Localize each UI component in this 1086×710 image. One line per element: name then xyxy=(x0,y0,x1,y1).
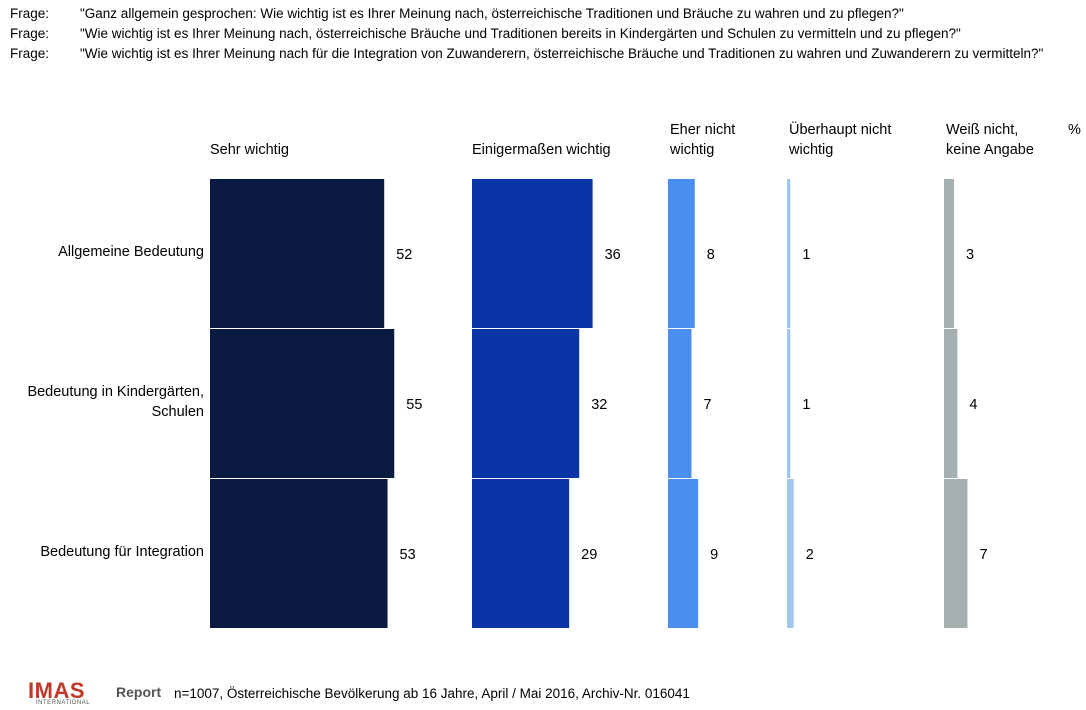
bar xyxy=(210,329,395,478)
question-prefix: Frage: xyxy=(10,26,50,41)
column-header: Eher nicht wichtig xyxy=(670,122,736,158)
bar xyxy=(668,179,695,328)
value-label: 29 xyxy=(581,547,597,563)
bar xyxy=(787,329,791,478)
question-text: "Wie wichtig ist es Ihrer Meinung nach, … xyxy=(80,26,961,41)
bar xyxy=(944,329,958,478)
value-label: 9 xyxy=(710,547,718,563)
question-prefix: Frage: xyxy=(10,6,50,21)
value-label: 53 xyxy=(400,547,416,563)
value-label: 36 xyxy=(605,247,621,263)
row-label: Allgemeine Bedeutung xyxy=(58,244,204,260)
value-label: 32 xyxy=(591,397,607,413)
bar xyxy=(472,479,570,628)
value-label: 7 xyxy=(703,397,711,413)
question-text: "Wie wichtig ist es Ihrer Meinung nach f… xyxy=(80,46,1044,61)
question-text: "Ganz allgemein gesprochen: Wie wichtig … xyxy=(80,6,904,21)
value-label: 55 xyxy=(406,397,422,413)
column-header: Überhaupt nicht wichtig xyxy=(789,122,892,158)
column-header: Weiß nicht, keine Angabe xyxy=(946,122,1034,158)
bar xyxy=(668,479,699,628)
bar xyxy=(210,179,385,328)
bar xyxy=(210,479,388,628)
bar xyxy=(668,329,692,478)
bar xyxy=(787,479,794,628)
value-label: 8 xyxy=(707,247,715,263)
row-label: Bedeutung für Integration xyxy=(40,544,204,560)
footer-note: n=1007, Österreichische Bevölkerung ab 1… xyxy=(174,686,690,701)
imas-logo: IMAS Report INTERNATIONAL xyxy=(28,678,168,708)
value-label: 3 xyxy=(966,247,974,263)
unit-label: % xyxy=(1068,122,1081,138)
value-label: 4 xyxy=(969,397,977,413)
value-label: 1 xyxy=(802,247,810,263)
question-prefix: Frage: xyxy=(10,46,50,61)
bar xyxy=(944,179,955,328)
value-label: 1 xyxy=(802,397,810,413)
logo-main: IMAS xyxy=(28,678,85,703)
value-label: 52 xyxy=(396,247,412,263)
bar xyxy=(944,479,968,628)
bar xyxy=(472,179,593,328)
column-header: Sehr wichtig xyxy=(210,142,289,158)
logo-sub: INTERNATIONAL xyxy=(36,700,91,706)
value-label: 2 xyxy=(806,547,814,563)
column-header: Einigermaßen wichtig xyxy=(472,142,611,158)
logo-suffix: Report xyxy=(116,684,162,700)
bar xyxy=(787,179,791,328)
question-3: Frage: "Wie wichtig ist es Ihrer Meinung… xyxy=(10,44,1080,84)
bar xyxy=(472,329,580,478)
row-label: Bedeutung in Kindergärten, Schulen xyxy=(27,384,204,420)
value-label: 7 xyxy=(979,547,987,563)
